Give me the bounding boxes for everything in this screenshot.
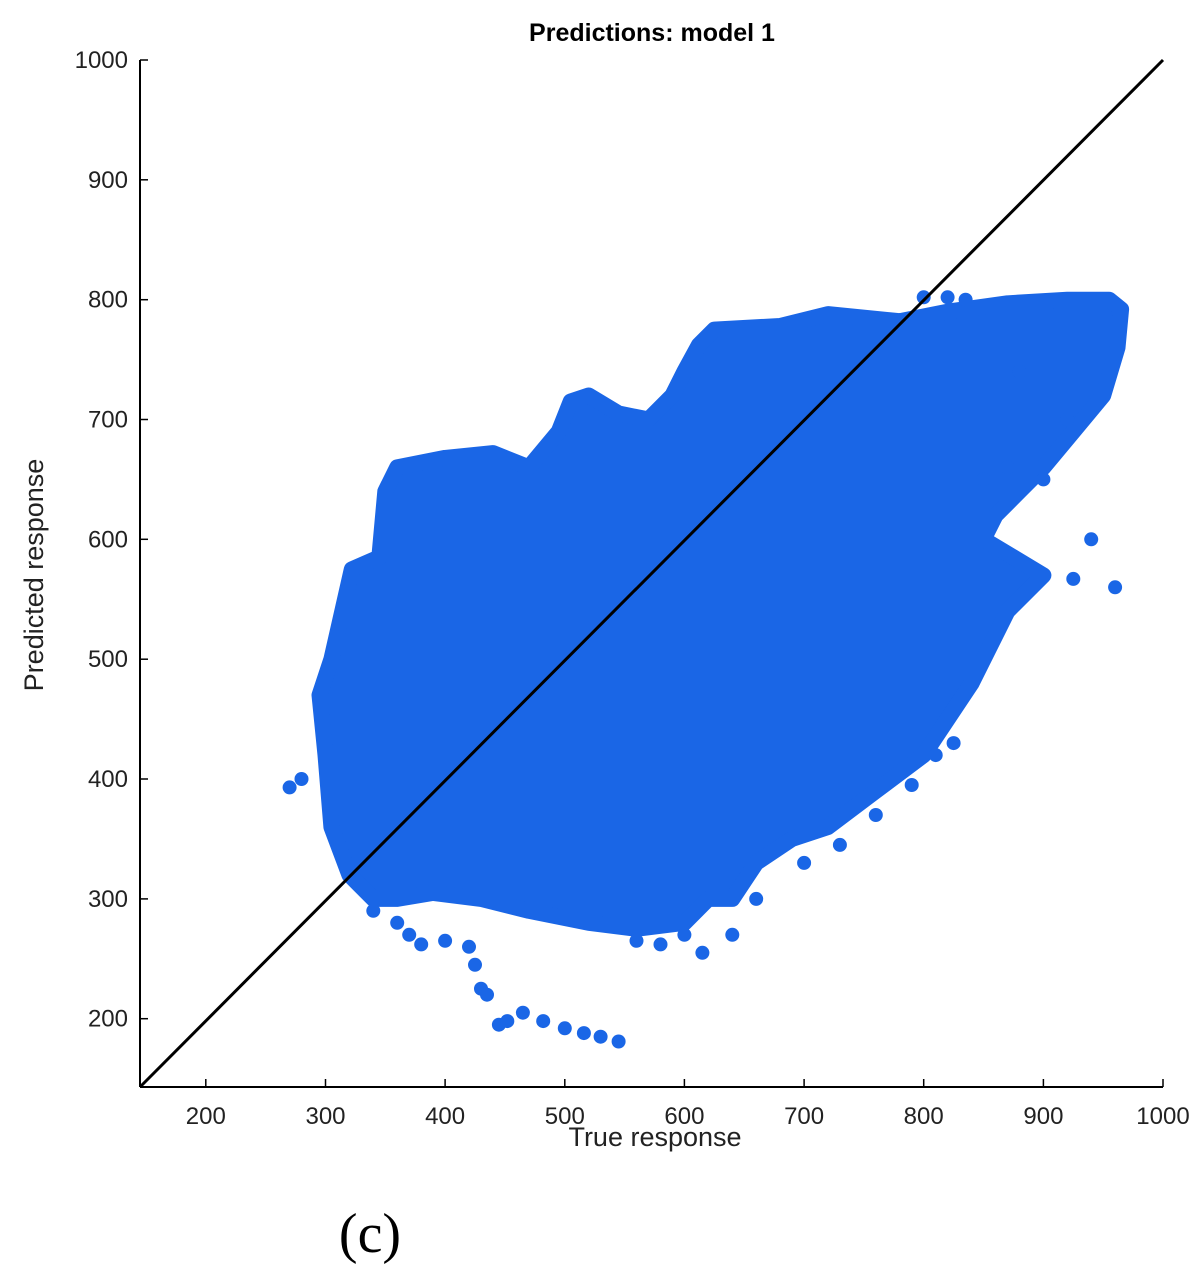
x-tick-label: 300: [305, 1103, 345, 1130]
scatter-point: [576, 1026, 591, 1041]
scatter-point: [725, 927, 740, 942]
scatter-point: [402, 927, 417, 942]
scatter-point: [904, 778, 919, 792]
scatter-point: [468, 957, 482, 972]
scatter-point: [958, 292, 973, 307]
y-tick-label: 200: [88, 1006, 128, 1033]
y-tick-label: 1000: [75, 47, 128, 74]
y-tick-label: 300: [88, 886, 128, 913]
reference-line: [138, 58, 1165, 1089]
x-tick-label: 500: [545, 1103, 585, 1130]
scatter-point: [940, 290, 955, 305]
y-tick-label: 400: [88, 766, 128, 793]
scatter-point: [629, 933, 644, 948]
scatter-point: [1066, 571, 1081, 586]
panel-label: (c): [339, 1203, 401, 1265]
scatter-point: [390, 915, 405, 930]
x-tick-label: 400: [425, 1103, 465, 1130]
scatter-point: [1036, 472, 1051, 487]
scatter-point: [695, 945, 710, 960]
scatter-point: [536, 1014, 551, 1029]
scatter-point: [868, 808, 883, 822]
scatter-point: [611, 1034, 626, 1049]
scatter-point: [916, 290, 931, 305]
scatter-point: [928, 748, 943, 763]
point-cloud: [311, 291, 1130, 937]
x-tick-label: 1000: [1136, 1103, 1189, 1130]
y-tick-label: 700: [88, 407, 128, 434]
scatter-point: [653, 937, 668, 952]
scatter-point: [593, 1029, 608, 1044]
x-axis-label: True response: [568, 1122, 741, 1152]
x-tick-label: 800: [904, 1103, 944, 1130]
scatter-point: [438, 933, 453, 948]
y-tick-label: 900: [88, 167, 128, 194]
chart-title: Predictions: model 1: [529, 19, 775, 47]
scatter-point: [1084, 532, 1099, 547]
scatter-point: [749, 891, 764, 906]
scatter-point: [366, 903, 381, 918]
scatter-point: [294, 772, 309, 786]
tick-marks: 200 300 400 500 600 700 800 900 1000 200 300 400 500…: [75, 47, 1190, 1130]
y-tick-label: 600: [88, 526, 128, 553]
scatter-point: [797, 855, 812, 870]
scatter-point: [1108, 580, 1123, 595]
scatter-point: [976, 472, 991, 487]
x-tick-label: 200: [186, 1103, 226, 1130]
x-tick-label: 900: [1023, 1103, 1063, 1130]
scatter-point: [282, 780, 297, 795]
axes: [139, 60, 1163, 1088]
scatter-point: [557, 1021, 572, 1036]
y-tick-label: 800: [88, 287, 128, 314]
scatter-point: [462, 939, 476, 954]
scatter-point: [832, 837, 847, 852]
y-tick-label: 500: [88, 646, 128, 673]
y-axis-label: Predicted response: [19, 459, 49, 692]
scatter-point: [480, 987, 494, 1002]
scatter-point: [1000, 460, 1015, 475]
scatter-point: [414, 937, 429, 952]
scatter-point: [946, 736, 961, 751]
plot-area: [138, 58, 1165, 1089]
scatter-point: [677, 927, 692, 942]
x-tick-label: 700: [784, 1103, 824, 1130]
scatter-point: [500, 1014, 515, 1029]
x-tick-label: 600: [664, 1103, 704, 1130]
scatter-point: [515, 1005, 530, 1020]
scatter-point: [1012, 364, 1027, 379]
scatter-point: [1060, 412, 1075, 427]
